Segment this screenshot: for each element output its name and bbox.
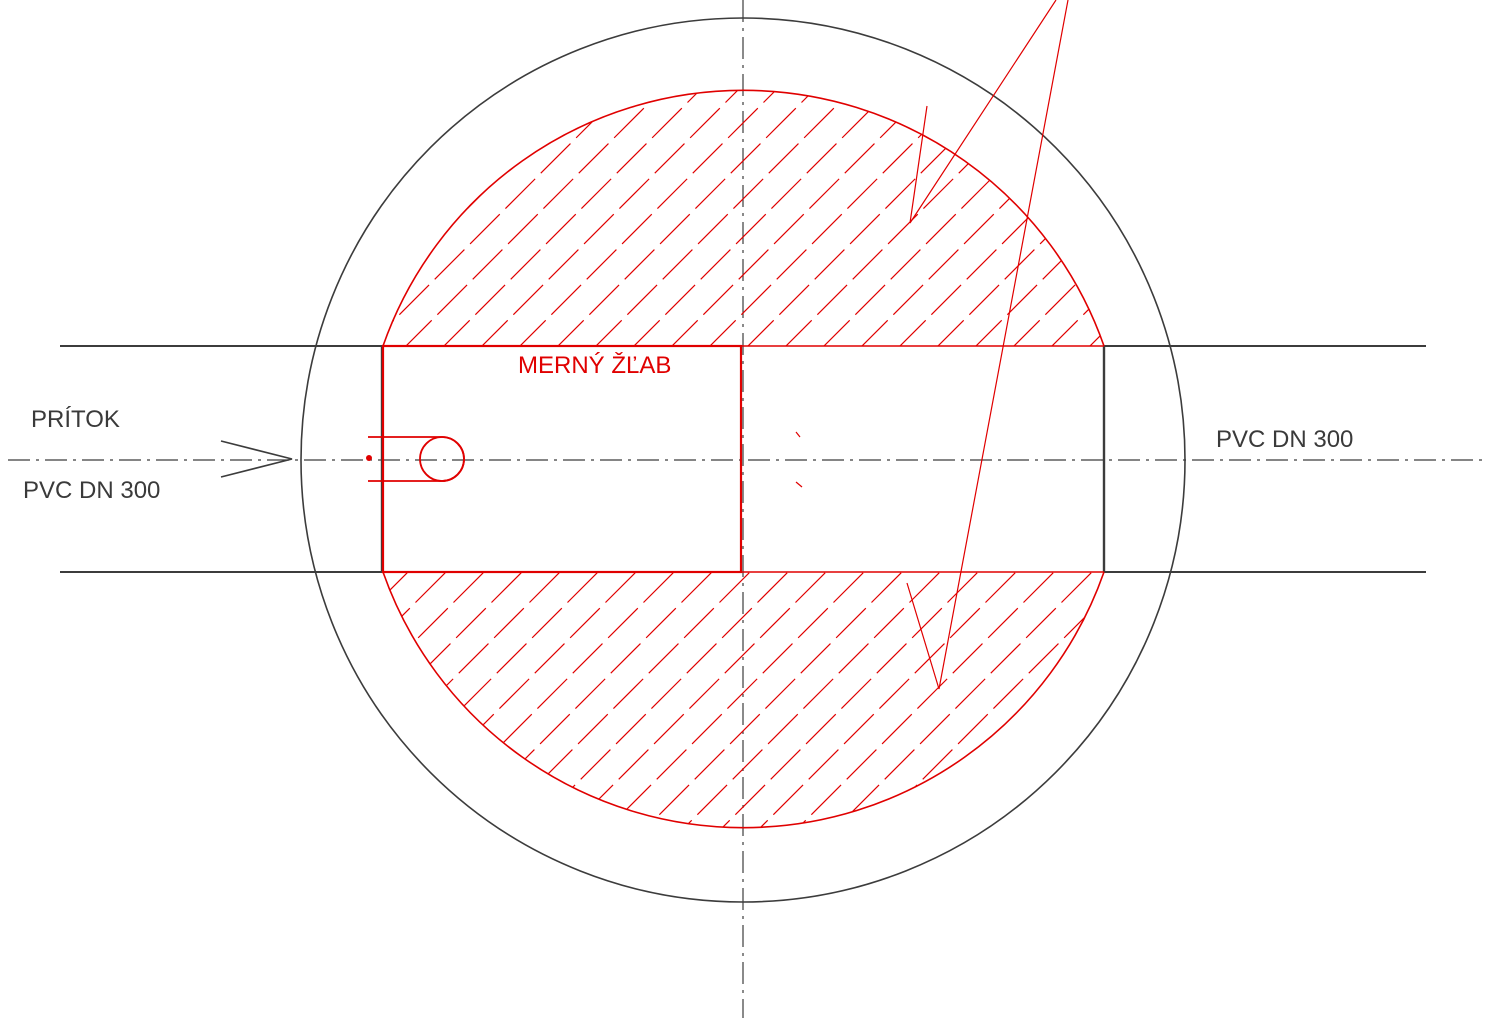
hatch-line bbox=[819, 90, 1101, 346]
hatch-line bbox=[515, 90, 797, 346]
hatch-line bbox=[585, 572, 869, 828]
hatch-line bbox=[0, 568, 32, 850]
hatch-line bbox=[851, 572, 1104, 828]
hatch-line bbox=[16, 568, 298, 850]
hatch-line bbox=[813, 572, 1097, 828]
hatch-line bbox=[623, 572, 907, 828]
flow-mark-lower bbox=[795, 481, 803, 488]
hatch-line bbox=[92, 568, 374, 850]
hatch-line bbox=[0, 568, 222, 850]
hatch-line bbox=[1118, 568, 1400, 850]
hatch-line bbox=[471, 572, 755, 828]
leader-line-1 bbox=[909, 0, 1057, 224]
hatch-line bbox=[667, 90, 949, 346]
hatch-line bbox=[1194, 568, 1476, 850]
flow-mark-upper bbox=[795, 431, 801, 438]
hatch-line bbox=[383, 572, 527, 828]
hatch-line bbox=[383, 90, 531, 346]
hatch-line bbox=[1232, 568, 1487, 850]
inflow-label: PRÍTOK bbox=[31, 406, 120, 433]
hatch-line bbox=[383, 572, 641, 828]
hatch-line bbox=[0, 568, 184, 850]
hatch-line bbox=[1047, 90, 1104, 346]
hatch-line bbox=[0, 568, 108, 850]
inlet-pipe-label: PVC DN 300 bbox=[23, 477, 161, 504]
hatch-line bbox=[1390, 70, 1487, 350]
hatch-line bbox=[401, 90, 683, 346]
hatch-line bbox=[1428, 70, 1487, 350]
hatch-line bbox=[395, 572, 679, 828]
hatch-line bbox=[591, 90, 873, 346]
hatch-line bbox=[737, 572, 1021, 828]
hatch-line bbox=[383, 572, 603, 828]
hatch-line bbox=[661, 572, 945, 828]
measuring-flume bbox=[381, 344, 743, 574]
hatch-line bbox=[699, 572, 983, 828]
hatch-line bbox=[933, 90, 1104, 346]
bench-hatch-top bbox=[383, 70, 1487, 350]
hatch-line bbox=[1156, 568, 1438, 850]
hatch-line bbox=[629, 90, 911, 346]
hatch-line bbox=[383, 572, 413, 828]
hatch-line bbox=[895, 90, 1104, 346]
hatch-line bbox=[1085, 90, 1104, 346]
hatch-line bbox=[383, 572, 489, 828]
hatch-line bbox=[1009, 90, 1104, 346]
hatch-line bbox=[439, 90, 721, 346]
hatch-line bbox=[383, 90, 645, 346]
hatch-line bbox=[1314, 70, 1487, 350]
hatch-line bbox=[889, 572, 1104, 828]
probe-head bbox=[419, 436, 465, 482]
hatch-line bbox=[553, 90, 835, 346]
hatch-line bbox=[705, 90, 987, 346]
probe-dot bbox=[366, 455, 372, 461]
inner-chamber-bottom-arc bbox=[382, 571, 1105, 829]
hatch-line bbox=[433, 572, 717, 828]
hatch-line bbox=[971, 90, 1104, 346]
hatch-line bbox=[1162, 70, 1442, 350]
hatch-line bbox=[477, 90, 759, 346]
hatch-line bbox=[383, 572, 565, 828]
inflow-arrow bbox=[220, 440, 293, 478]
hatch-line bbox=[0, 568, 70, 850]
hatch-line bbox=[0, 568, 260, 850]
hatch-line bbox=[383, 572, 451, 828]
hatch-line bbox=[775, 572, 1059, 828]
hatch-line bbox=[383, 90, 569, 346]
hatch-line bbox=[509, 572, 793, 828]
hatch-line bbox=[927, 572, 1104, 828]
hatch-line bbox=[54, 568, 336, 850]
hatch-line bbox=[1466, 70, 1487, 350]
hatch-line bbox=[1124, 70, 1404, 350]
hatch-line bbox=[781, 90, 1063, 346]
leader-line-2 bbox=[906, 0, 1069, 690]
hatch-line bbox=[547, 572, 831, 828]
hatch-line bbox=[1238, 70, 1487, 350]
flume-label: MERNÝ ŽĽAB bbox=[518, 352, 672, 379]
outlet-pipe-label: PVC DN 300 bbox=[1216, 426, 1354, 453]
hatch-line bbox=[1041, 572, 1104, 828]
hatch-line bbox=[0, 568, 146, 850]
hatch-line bbox=[1276, 70, 1487, 350]
hatch-line bbox=[1352, 70, 1487, 350]
hatch-line bbox=[1003, 572, 1104, 828]
hatch-line bbox=[857, 90, 1104, 346]
hatch-line bbox=[965, 572, 1104, 828]
hatch-line bbox=[1079, 572, 1104, 828]
hatch-line bbox=[1200, 70, 1480, 350]
